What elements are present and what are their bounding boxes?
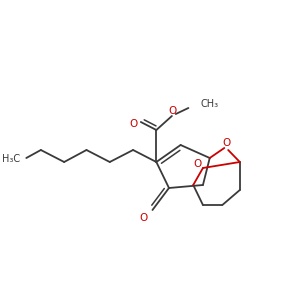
Text: O: O [169,106,177,116]
Text: O: O [222,138,230,148]
Text: CH₃: CH₃ [200,99,218,109]
Text: O: O [193,159,201,169]
Text: O: O [129,119,137,129]
Text: O: O [140,213,148,223]
Text: H₃C: H₃C [2,154,20,164]
